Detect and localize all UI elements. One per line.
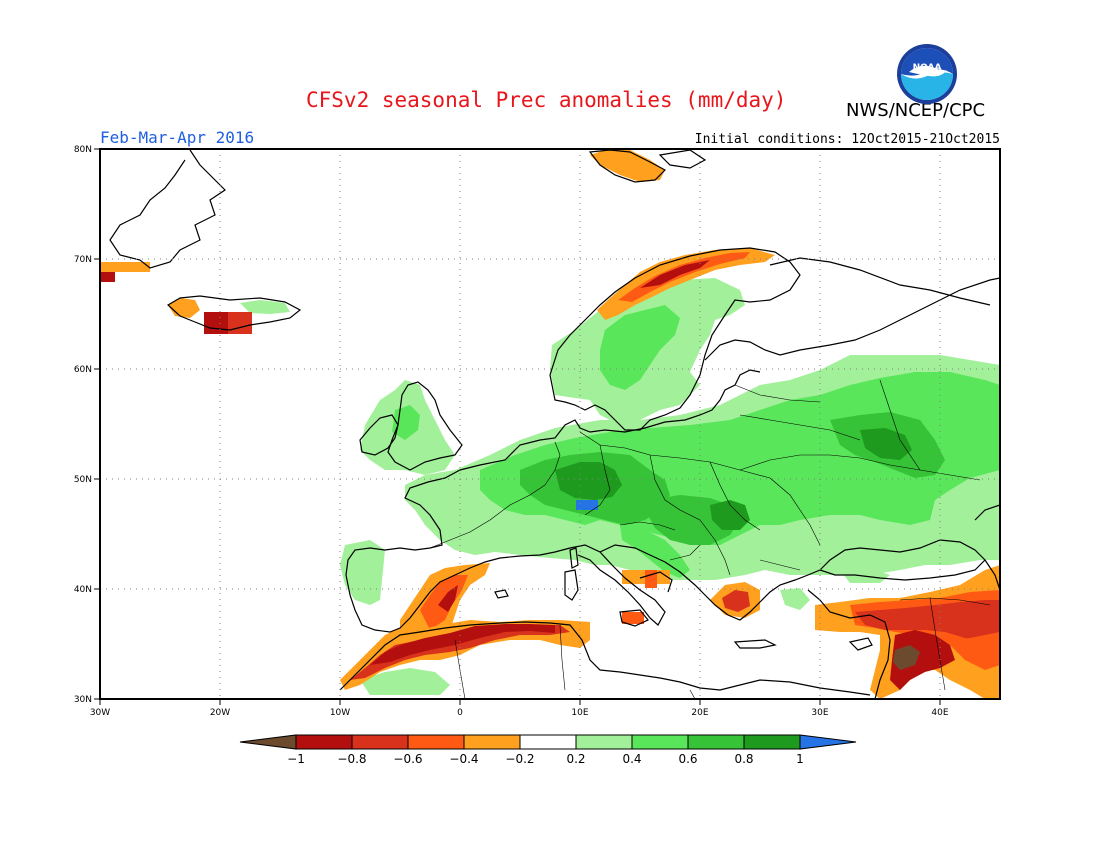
britain-coast: [387, 381, 463, 471]
scandinavia-wet-2: [600, 305, 680, 390]
colorbar-arrow-min: [239, 734, 297, 750]
continent-coast: [459, 369, 761, 471]
morocco-wet: [360, 668, 450, 695]
colorbar-swatch: [351, 734, 409, 750]
russia-wet-core: [860, 428, 912, 460]
colorbar-swatch: [407, 734, 465, 750]
lat-tick-label: 30N: [74, 695, 92, 705]
lat-labels: 30N 40N 50N 60N 70N 80N: [74, 145, 92, 705]
lon-tick-label: 30E: [811, 708, 828, 718]
organization-label: NWS/NCEP/CPC: [846, 100, 986, 121]
north-africa-dry-3: [370, 624, 555, 665]
lat-tick-label: 70N: [74, 255, 92, 265]
greenland-dry: [100, 262, 150, 272]
logo-text: NOAA: [913, 63, 942, 73]
svalbard-dry: [590, 150, 665, 182]
colorbar-tick-label: 0.6: [678, 752, 697, 766]
forecast-period: Feb-Mar-Apr 2016: [100, 128, 255, 147]
graticule: [100, 149, 1000, 699]
lat-tick-label: 80N: [74, 145, 92, 155]
lat-tick-label: 50N: [74, 475, 92, 485]
levant-dry-max: [893, 645, 920, 670]
noaa-logo: NOAA: [897, 44, 957, 104]
scandinavia-coast: [549, 247, 801, 431]
colorbar-tick-label: −1: [287, 752, 305, 766]
anomaly-field: [100, 150, 1000, 699]
italy-dry-2: [645, 570, 657, 588]
lat-tick-label: 40N: [74, 585, 92, 595]
caspian-coast: [974, 504, 1000, 591]
sicily-dry: [622, 612, 644, 624]
turkey-north-wet: [840, 568, 890, 583]
colorbar-swatch: [463, 734, 521, 750]
balkan-coast: [599, 544, 821, 621]
france-coast: [345, 469, 556, 633]
adriatic-wet: [620, 525, 690, 578]
iberia-dry-3: [438, 585, 458, 612]
sicily-coast: [619, 609, 649, 627]
colorbar-tick-label: 0.2: [566, 752, 585, 766]
colorbar-arrow-max: [799, 734, 857, 750]
levant-dry: [890, 630, 955, 690]
corsica-coast: [569, 547, 579, 569]
greece-dry-2: [722, 590, 750, 612]
colorbar-swatch: [575, 734, 633, 750]
italy-coast: [554, 544, 666, 626]
turkey-coast: [807, 589, 891, 699]
lon-tick-label: 10W: [330, 708, 350, 718]
cyprus-coast: [848, 637, 873, 651]
colorbar-tick-label: −0.6: [393, 752, 422, 766]
mesopotamia-dry: [960, 632, 1000, 665]
colorbar-swatch: [295, 734, 353, 750]
lon-tick-label: 10E: [571, 708, 588, 718]
north-africa-dry: [340, 620, 590, 690]
lon-tick-label: 30W: [90, 708, 110, 718]
lon-tick-label: 20W: [210, 708, 230, 718]
norway-dry-3: [640, 260, 710, 288]
turkey-dry-3: [855, 600, 1000, 640]
greece-wet: [780, 588, 810, 610]
alps-max: [576, 500, 598, 510]
north-africa-coast: [339, 621, 871, 696]
lon-tick-label: 40E: [931, 708, 948, 718]
lon-labels: 30W 20W 10W 0 10E 20E 30E 40E: [90, 708, 949, 718]
colorbar-tick-label: −0.2: [505, 752, 534, 766]
greenland-coast: [109, 149, 226, 269]
lon-tick-label: 20E: [691, 708, 708, 718]
colorbar-tick-label: 0.8: [734, 752, 753, 766]
chart-title: CFSv2 seasonal Prec anomalies (mm/day): [306, 88, 787, 112]
coastlines: [109, 149, 1000, 699]
tick-marks: [94, 148, 941, 705]
colorbar-swatch: [519, 734, 577, 750]
iceland-wet: [240, 300, 290, 314]
ireland-coast: [359, 414, 399, 456]
colorbar-tick-label: −0.4: [449, 752, 478, 766]
initial-conditions: Initial conditions: 12Oct2015-21Oct2015: [694, 132, 1000, 147]
plot-frame: [99, 148, 1001, 700]
colorbar-tick-label: 0.4: [622, 752, 641, 766]
svalbard-coast: [588, 149, 666, 183]
norway-dry-2: [618, 252, 750, 302]
colorbar-tick-label: 1: [796, 752, 804, 766]
colorbar-swatch: [743, 734, 801, 750]
greenland-dry-2: [100, 272, 115, 282]
colorbar-swatch: [631, 734, 689, 750]
black-sea-coast: [818, 539, 986, 581]
lon-tick-label: 0: [457, 708, 463, 718]
iceland-coast: [166, 295, 302, 331]
norway-dry: [597, 248, 775, 320]
sardinia-coast: [564, 569, 579, 601]
country-borders: [429, 379, 991, 699]
carpathian-wet-core: [710, 500, 750, 530]
crete-coast: [733, 639, 777, 649]
colorbar-swatch: [687, 734, 745, 750]
lat-tick-label: 60N: [74, 365, 92, 375]
colorbar-tick-label: −0.8: [337, 752, 366, 766]
